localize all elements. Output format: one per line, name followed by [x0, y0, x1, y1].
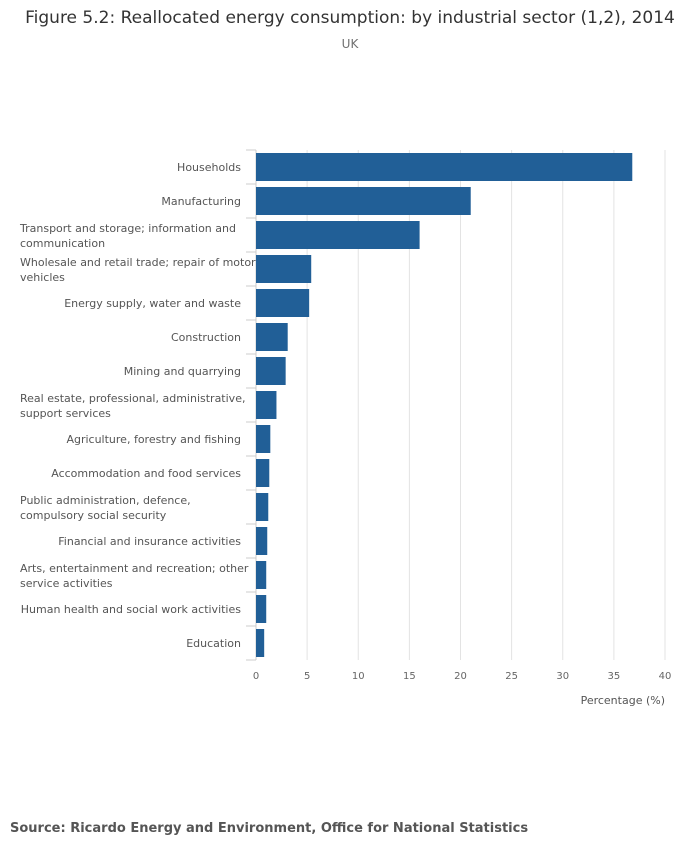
- bar: [256, 459, 270, 487]
- bar: [256, 323, 288, 351]
- category-label: Agriculture, forestry and fishing: [66, 433, 241, 446]
- bar: [256, 561, 267, 589]
- category-label: Households: [177, 161, 241, 174]
- x-tick-label: 30: [556, 671, 569, 682]
- bar: [256, 493, 269, 521]
- category-label: Transport and storage; information and: [19, 222, 236, 235]
- category-label: compulsory social security: [20, 509, 167, 522]
- x-tick-label: 5: [304, 671, 310, 682]
- x-tick-label: 15: [403, 671, 416, 682]
- bar: [256, 153, 633, 181]
- chart-title: Figure 5.2: Reallocated energy consumpti…: [25, 8, 675, 28]
- category-label: Human health and social work activities: [21, 603, 242, 616]
- bar: [256, 629, 265, 657]
- bar: [256, 289, 310, 317]
- x-tick-label: 35: [608, 671, 621, 682]
- category-label: Wholesale and retail trade; repair of mo…: [20, 256, 256, 269]
- bar: [256, 221, 420, 249]
- category-label: vehicles: [20, 271, 65, 284]
- category-label: support services: [20, 407, 111, 420]
- x-tick-label: 0: [253, 671, 259, 682]
- category-label: Real estate, professional, administrativ…: [20, 392, 245, 405]
- bar: [256, 595, 267, 623]
- chart-subtitle: UK: [341, 37, 359, 51]
- category-label: Accommodation and food services: [51, 467, 241, 480]
- bar: [256, 255, 312, 283]
- category-label: Financial and insurance activities: [58, 535, 241, 548]
- category-label: communication: [20, 237, 105, 250]
- source-note: Source: Ricardo Energy and Environment, …: [10, 821, 529, 836]
- bar: [256, 527, 268, 555]
- category-label: Education: [186, 637, 241, 650]
- bar: [256, 187, 471, 215]
- x-tick-label: 20: [454, 671, 467, 682]
- category-label: Energy supply, water and waste: [64, 297, 241, 310]
- x-axis-label: Percentage (%): [581, 694, 665, 707]
- category-label: Manufacturing: [161, 195, 241, 208]
- category-label: Arts, entertainment and recreation; othe…: [20, 562, 249, 575]
- category-label: Mining and quarrying: [124, 365, 241, 378]
- bar: [256, 357, 286, 385]
- x-tick-label: 40: [659, 671, 672, 682]
- x-tick-label: 10: [352, 671, 365, 682]
- category-label: Construction: [171, 331, 241, 344]
- bar: [256, 425, 271, 453]
- x-tick-label: 25: [505, 671, 518, 682]
- category-label: service activities: [20, 577, 113, 590]
- bar: [256, 391, 277, 419]
- category-label: Public administration, defence,: [20, 494, 191, 507]
